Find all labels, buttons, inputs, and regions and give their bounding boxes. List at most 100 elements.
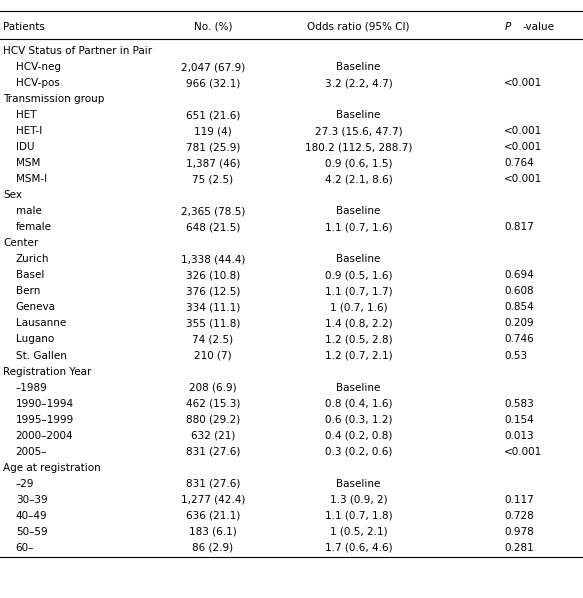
Text: Baseline: Baseline: [336, 62, 381, 72]
Text: 180.2 (112.5, 288.7): 180.2 (112.5, 288.7): [305, 142, 412, 152]
Text: 208 (6.9): 208 (6.9): [189, 383, 237, 392]
Text: 636 (21.1): 636 (21.1): [185, 511, 240, 521]
Text: 0.117: 0.117: [504, 495, 534, 505]
Text: 781 (25.9): 781 (25.9): [185, 142, 240, 152]
Text: 0.728: 0.728: [504, 511, 534, 521]
Text: Center: Center: [3, 239, 38, 248]
Text: <0.001: <0.001: [504, 174, 543, 184]
Text: 119 (4): 119 (4): [194, 126, 231, 136]
Text: Baseline: Baseline: [336, 479, 381, 489]
Text: Registration Year: Registration Year: [3, 367, 92, 377]
Text: P: P: [504, 22, 511, 32]
Text: 0.608: 0.608: [504, 286, 534, 297]
Text: Odds ratio (95% CI): Odds ratio (95% CI): [307, 22, 410, 32]
Text: 376 (12.5): 376 (12.5): [185, 286, 240, 297]
Text: 0.013: 0.013: [504, 431, 534, 441]
Text: 0.817: 0.817: [504, 222, 534, 232]
Text: <0.001: <0.001: [504, 126, 543, 136]
Text: HCV Status of Partner in Pair: HCV Status of Partner in Pair: [3, 46, 152, 56]
Text: Patients: Patients: [3, 22, 45, 32]
Text: 1.1 (0.7, 1.7): 1.1 (0.7, 1.7): [325, 286, 392, 297]
Text: 648 (21.5): 648 (21.5): [185, 222, 240, 232]
Text: 632 (21): 632 (21): [191, 431, 235, 441]
Text: –29: –29: [16, 479, 34, 489]
Text: <0.001: <0.001: [504, 447, 543, 457]
Text: 1.4 (0.8, 2.2): 1.4 (0.8, 2.2): [325, 319, 392, 328]
Text: 0.3 (0.2, 0.6): 0.3 (0.2, 0.6): [325, 447, 392, 457]
Text: Sex: Sex: [3, 190, 22, 200]
Text: 0.746: 0.746: [504, 334, 534, 344]
Text: 75 (2.5): 75 (2.5): [192, 174, 233, 184]
Text: -value: -value: [523, 22, 555, 32]
Text: 0.281: 0.281: [504, 543, 534, 553]
Text: No. (%): No. (%): [194, 22, 232, 32]
Text: –1989: –1989: [16, 383, 47, 392]
Text: 2,047 (67.9): 2,047 (67.9): [181, 62, 245, 72]
Text: <0.001: <0.001: [504, 78, 543, 88]
Text: 1.1 (0.7, 1.6): 1.1 (0.7, 1.6): [325, 222, 392, 232]
Text: 0.764: 0.764: [504, 158, 534, 168]
Text: HET-I: HET-I: [16, 126, 42, 136]
Text: 0.583: 0.583: [504, 399, 534, 408]
Text: Baseline: Baseline: [336, 254, 381, 264]
Text: 1.1 (0.7, 1.8): 1.1 (0.7, 1.8): [325, 511, 392, 521]
Text: 2005–: 2005–: [16, 447, 47, 457]
Text: 1990–1994: 1990–1994: [16, 399, 74, 408]
Text: HCV-pos: HCV-pos: [16, 78, 59, 88]
Text: 0.6 (0.3, 1.2): 0.6 (0.3, 1.2): [325, 414, 392, 425]
Text: 27.3 (15.6, 47.7): 27.3 (15.6, 47.7): [315, 126, 402, 136]
Text: male: male: [16, 206, 41, 216]
Text: 0.53: 0.53: [504, 350, 528, 361]
Text: 651 (21.6): 651 (21.6): [185, 110, 240, 120]
Text: 1.3 (0.9, 2): 1.3 (0.9, 2): [330, 495, 387, 505]
Text: 183 (6.1): 183 (6.1): [189, 527, 237, 537]
Text: 210 (7): 210 (7): [194, 350, 231, 361]
Text: 1 (0.5, 2.1): 1 (0.5, 2.1): [330, 527, 387, 537]
Text: 1995–1999: 1995–1999: [16, 414, 74, 425]
Text: 1,338 (44.4): 1,338 (44.4): [181, 254, 245, 264]
Text: Transmission group: Transmission group: [3, 94, 104, 104]
Text: 0.9 (0.5, 1.6): 0.9 (0.5, 1.6): [325, 270, 392, 280]
Text: HET: HET: [16, 110, 36, 120]
Text: 40–49: 40–49: [16, 511, 47, 521]
Text: 60–: 60–: [16, 543, 34, 553]
Text: 1.7 (0.6, 4.6): 1.7 (0.6, 4.6): [325, 543, 392, 553]
Text: female: female: [16, 222, 52, 232]
Text: 0.209: 0.209: [504, 319, 534, 328]
Text: 0.978: 0.978: [504, 527, 534, 537]
Text: 462 (15.3): 462 (15.3): [185, 399, 240, 408]
Text: MSM-I: MSM-I: [16, 174, 47, 184]
Text: 1 (0.7, 1.6): 1 (0.7, 1.6): [330, 303, 387, 312]
Text: 4.2 (2.1, 8.6): 4.2 (2.1, 8.6): [325, 174, 392, 184]
Text: 0.4 (0.2, 0.8): 0.4 (0.2, 0.8): [325, 431, 392, 441]
Text: Baseline: Baseline: [336, 206, 381, 216]
Text: Age at registration: Age at registration: [3, 463, 101, 472]
Text: Baseline: Baseline: [336, 110, 381, 120]
Text: 0.9 (0.6, 1.5): 0.9 (0.6, 1.5): [325, 158, 392, 168]
Text: 86 (2.9): 86 (2.9): [192, 543, 233, 553]
Text: 326 (10.8): 326 (10.8): [185, 270, 240, 280]
Text: 1.2 (0.7, 2.1): 1.2 (0.7, 2.1): [325, 350, 392, 361]
Text: 831 (27.6): 831 (27.6): [185, 479, 240, 489]
Text: IDU: IDU: [16, 142, 34, 152]
Text: 0.854: 0.854: [504, 303, 534, 312]
Text: 1.2 (0.5, 2.8): 1.2 (0.5, 2.8): [325, 334, 392, 344]
Text: <0.001: <0.001: [504, 142, 543, 152]
Text: Baseline: Baseline: [336, 383, 381, 392]
Text: 0.154: 0.154: [504, 414, 534, 425]
Text: Zurich: Zurich: [16, 254, 49, 264]
Text: Geneva: Geneva: [16, 303, 56, 312]
Text: Basel: Basel: [16, 270, 44, 280]
Text: Lausanne: Lausanne: [16, 319, 66, 328]
Text: Bern: Bern: [16, 286, 40, 297]
Text: 0.8 (0.4, 1.6): 0.8 (0.4, 1.6): [325, 399, 392, 408]
Text: 30–39: 30–39: [16, 495, 47, 505]
Text: 0.694: 0.694: [504, 270, 534, 280]
Text: 355 (11.8): 355 (11.8): [185, 319, 240, 328]
Text: MSM: MSM: [16, 158, 40, 168]
Text: Lugano: Lugano: [16, 334, 54, 344]
Text: HCV-neg: HCV-neg: [16, 62, 61, 72]
Text: 966 (32.1): 966 (32.1): [185, 78, 240, 88]
Text: 831 (27.6): 831 (27.6): [185, 447, 240, 457]
Text: 2000–2004: 2000–2004: [16, 431, 73, 441]
